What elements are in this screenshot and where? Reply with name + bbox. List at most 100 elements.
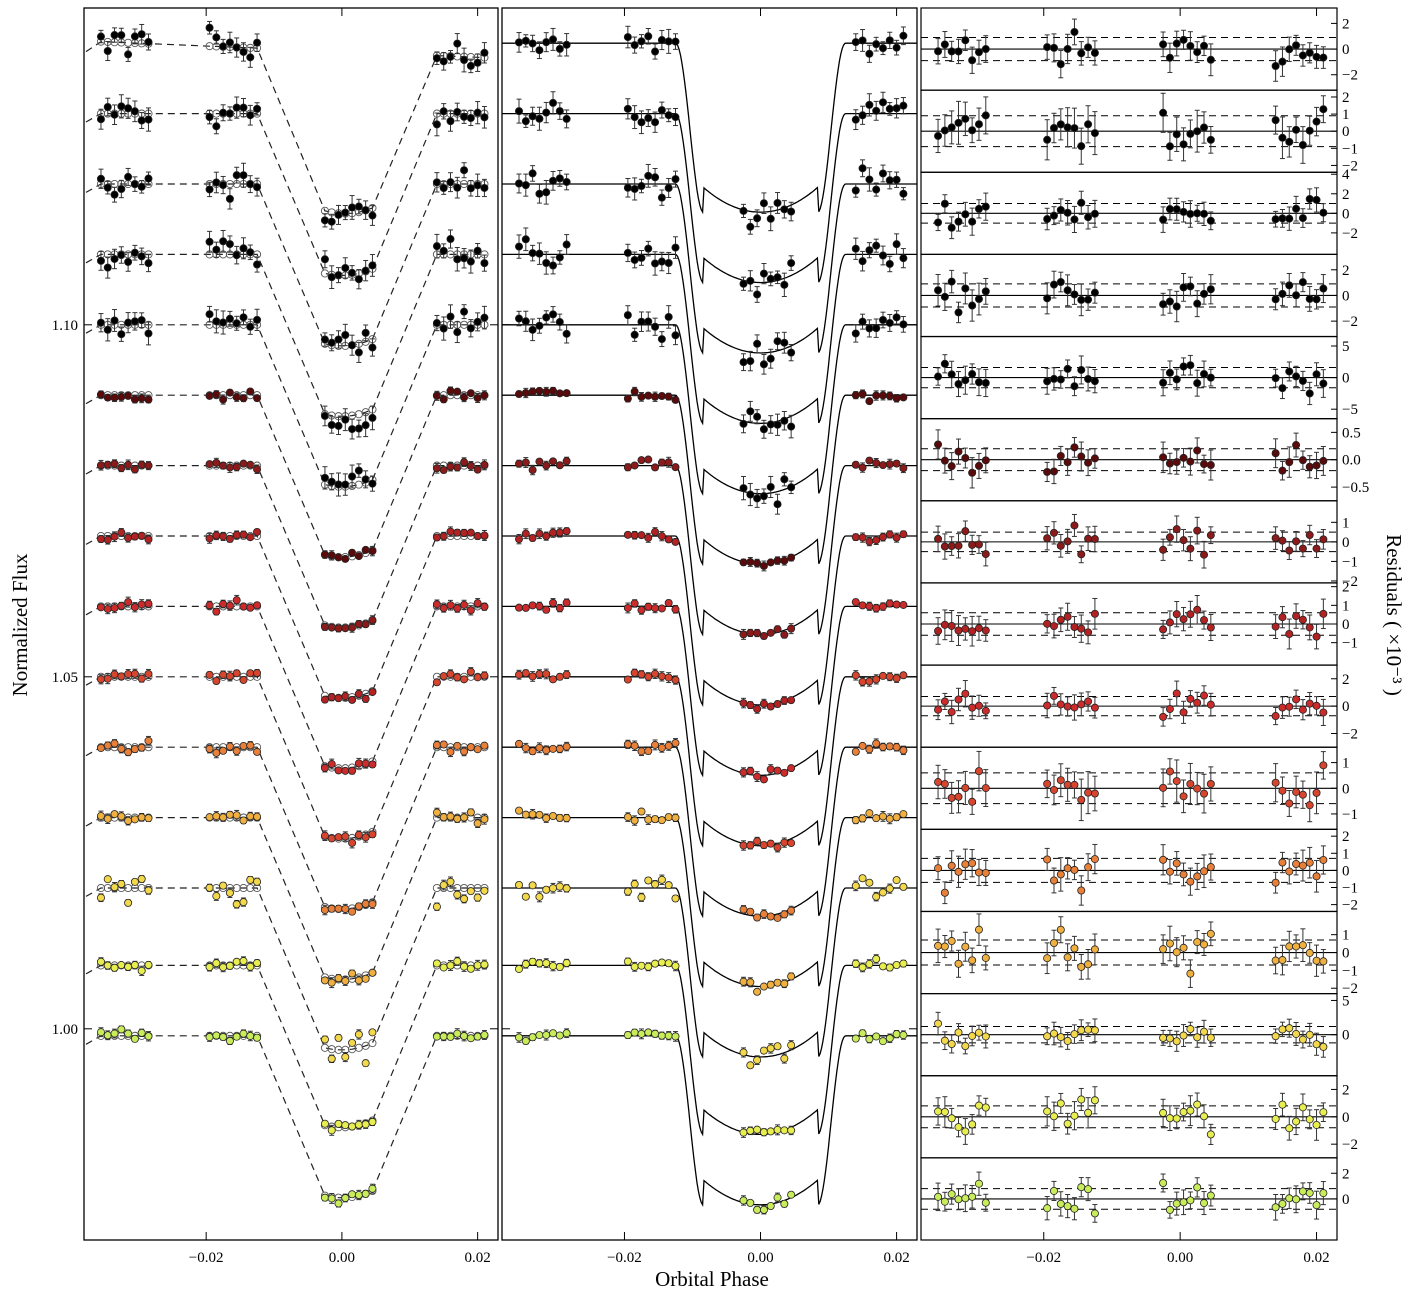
middle-data-point bbox=[872, 106, 881, 115]
left-data-point bbox=[361, 899, 370, 908]
middle-data-point bbox=[542, 387, 551, 396]
left-data-point bbox=[368, 413, 377, 422]
middle-data-point bbox=[773, 198, 782, 207]
left-data-point bbox=[117, 464, 126, 473]
left-data-point bbox=[446, 462, 455, 471]
left-data-point bbox=[446, 527, 455, 536]
middle-data-point bbox=[885, 884, 894, 893]
residual-y-tick-label: 0 bbox=[1342, 288, 1350, 304]
left-data-point bbox=[320, 763, 329, 772]
middle-data-point bbox=[657, 458, 666, 467]
left-data-point bbox=[361, 266, 370, 275]
middle-data-point bbox=[746, 1198, 755, 1207]
left-data-point bbox=[348, 472, 357, 481]
residual-data-point bbox=[1305, 48, 1314, 57]
left-data-point bbox=[103, 325, 112, 334]
middle-data-point bbox=[780, 416, 789, 425]
middle-data-point bbox=[787, 696, 796, 705]
left-data-point bbox=[473, 532, 482, 541]
middle-data-point bbox=[739, 279, 748, 288]
middle-data-point bbox=[535, 321, 544, 330]
middle-data-point bbox=[664, 673, 673, 682]
residual-data-point bbox=[974, 120, 983, 129]
left-data-point bbox=[368, 616, 377, 625]
left-data-point bbox=[341, 208, 350, 217]
middle-data-point bbox=[630, 741, 639, 750]
middle-data-point bbox=[872, 892, 881, 901]
middle-data-point bbox=[746, 978, 755, 987]
left-data-point bbox=[96, 32, 105, 41]
middle-data-point bbox=[515, 739, 524, 748]
left-data-point bbox=[232, 1032, 241, 1041]
middle-data-point bbox=[773, 1125, 782, 1134]
middle-data-point bbox=[535, 457, 544, 466]
middle-data-point bbox=[759, 699, 768, 708]
left-data-point bbox=[246, 533, 255, 542]
left-y-tick-label: 1.05 bbox=[52, 670, 78, 686]
residual-data-point bbox=[1186, 282, 1195, 291]
residual-data-point bbox=[954, 308, 963, 317]
left-data-point bbox=[354, 466, 363, 475]
left-data-point bbox=[212, 892, 221, 901]
middle-data-point bbox=[671, 894, 680, 903]
left-data-point bbox=[480, 113, 489, 122]
middle-data-point bbox=[872, 241, 881, 250]
middle-data-point bbox=[521, 36, 530, 45]
left-data-point bbox=[460, 458, 469, 467]
left-data-point bbox=[354, 759, 363, 768]
left-data-point bbox=[205, 744, 214, 753]
left-data-point bbox=[327, 904, 336, 913]
middle-data-point bbox=[865, 49, 874, 58]
middle-data-point bbox=[739, 1048, 748, 1057]
left-data-point bbox=[480, 460, 489, 469]
middle-data-point bbox=[899, 393, 908, 402]
left-data-point bbox=[212, 959, 221, 968]
left-data-point bbox=[117, 744, 126, 753]
left-data-point bbox=[320, 976, 329, 985]
left-data-point bbox=[239, 816, 248, 825]
left-data-point bbox=[225, 109, 234, 118]
middle-data-point bbox=[872, 391, 881, 400]
middle-data-point bbox=[623, 104, 632, 113]
middle-data-point bbox=[892, 876, 901, 885]
middle-data-point bbox=[787, 207, 796, 216]
left-data-point bbox=[219, 461, 228, 470]
middle-data-point bbox=[562, 40, 571, 49]
middle-transit-model-curve bbox=[502, 964, 917, 1137]
left-x-tick-label: −0.02 bbox=[189, 1250, 224, 1266]
middle-data-point bbox=[630, 330, 639, 339]
left-data-point bbox=[334, 624, 343, 633]
left-data-point bbox=[144, 535, 153, 544]
middle-data-point bbox=[746, 628, 755, 637]
left-data-point bbox=[453, 387, 462, 396]
left-data-point bbox=[246, 603, 255, 612]
left-data-point bbox=[446, 812, 455, 821]
left-data-point bbox=[205, 391, 214, 400]
residual-data-point bbox=[1292, 204, 1301, 213]
middle-transit-model-curve bbox=[502, 42, 917, 215]
left-data-point bbox=[246, 53, 255, 62]
right-x-tick-label: 0.02 bbox=[1303, 1250, 1329, 1266]
left-data-point bbox=[368, 211, 377, 220]
middle-data-point bbox=[549, 598, 558, 607]
middle-data-point bbox=[858, 389, 867, 398]
left-data-point bbox=[480, 48, 489, 57]
left-data-point bbox=[446, 178, 455, 187]
middle-data-point bbox=[872, 324, 881, 333]
residual-data-point bbox=[1278, 214, 1287, 223]
middle-data-point bbox=[630, 599, 639, 608]
left-data-point bbox=[124, 318, 133, 327]
left-data-point bbox=[473, 181, 482, 190]
left-data-point bbox=[137, 30, 146, 39]
residual-data-point bbox=[1165, 142, 1174, 151]
left-data-point bbox=[432, 959, 441, 968]
middle-data-point bbox=[555, 604, 564, 613]
left-data-point bbox=[144, 37, 153, 46]
left-data-point bbox=[439, 881, 448, 890]
middle-data-point bbox=[851, 598, 860, 607]
left-data-point bbox=[225, 388, 234, 397]
middle-data-point bbox=[528, 672, 537, 681]
middle-data-point bbox=[623, 530, 632, 539]
middle-data-point bbox=[892, 240, 901, 249]
residual-data-point bbox=[1200, 123, 1209, 132]
